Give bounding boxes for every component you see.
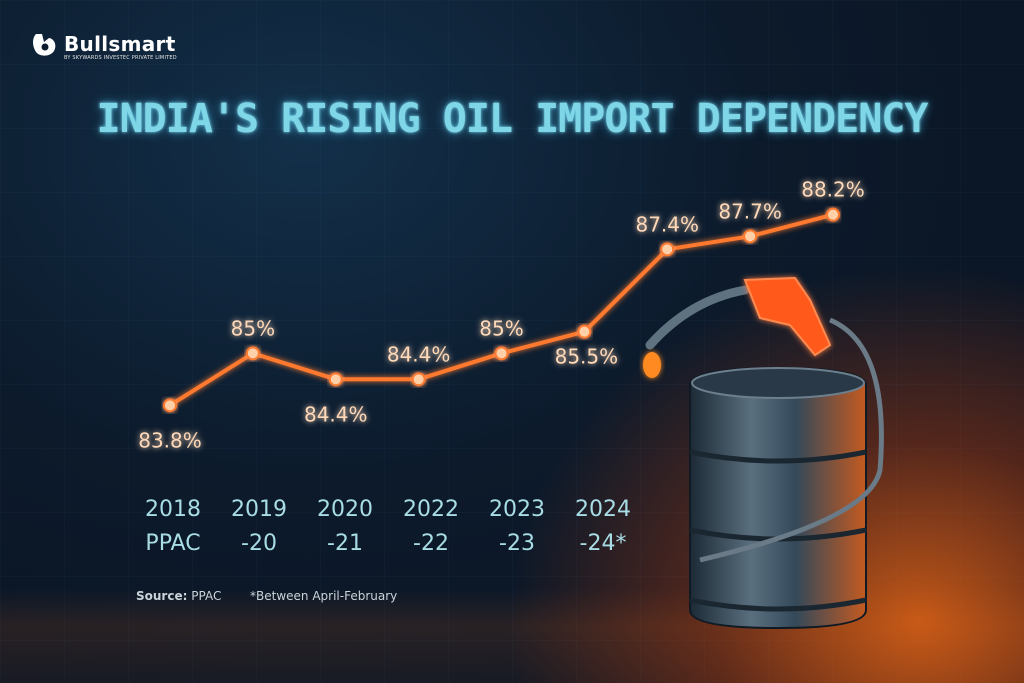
data-label: 83.8% [138,428,202,452]
x-tick-label: -23 [499,531,535,556]
brand-tagline: BY SKYWARDS INVESTEC PRIVATE LIMITED [64,55,177,61]
data-point [743,229,758,244]
source-note: Source: PPAC [136,589,221,603]
data-label: 85.5% [555,345,619,369]
data-point [826,207,840,222]
source-value: PPAC [191,589,222,603]
x-tick-label: PPAC [145,531,200,556]
x-tick-label: 2022 [403,497,459,522]
oil-barrel-illustration [643,276,884,630]
x-tick-label: -24* [580,531,627,556]
x-tick-label: -22 [413,531,449,556]
data-label: 87.4% [635,212,699,236]
data-label: 87.7% [718,199,782,223]
x-tick-label: 2023 [489,497,545,522]
data-label: 84.4% [387,342,451,366]
data-label: 85% [479,316,523,340]
x-tick-label: 2018 [145,497,201,522]
source-label: Source: [136,589,188,603]
data-point [163,398,177,413]
x-tick-label: 2024 [575,497,631,522]
x-tick-label: -21 [327,531,363,556]
x-tick-label: 2019 [231,497,287,522]
brand-name: Bullsmart [64,32,176,56]
bull-logo-icon [33,34,56,56]
data-point [411,372,426,387]
data-point [245,346,260,361]
data-point [328,372,343,387]
data-label: 88.2% [801,178,865,202]
chart-title: INDIA'S RISING OIL IMPORT DEPENDENCY [96,96,929,142]
data-point [660,242,675,257]
x-tick-label: -20 [241,531,277,556]
footnote: *Between April-February [250,589,398,603]
x-tick-label: 2020 [317,497,373,522]
brand-logo: Bullsmart [30,30,176,58]
data-point [577,324,592,339]
data-label: 85% [231,316,275,340]
data-point [494,346,509,361]
data-label: 84.4% [304,402,368,426]
